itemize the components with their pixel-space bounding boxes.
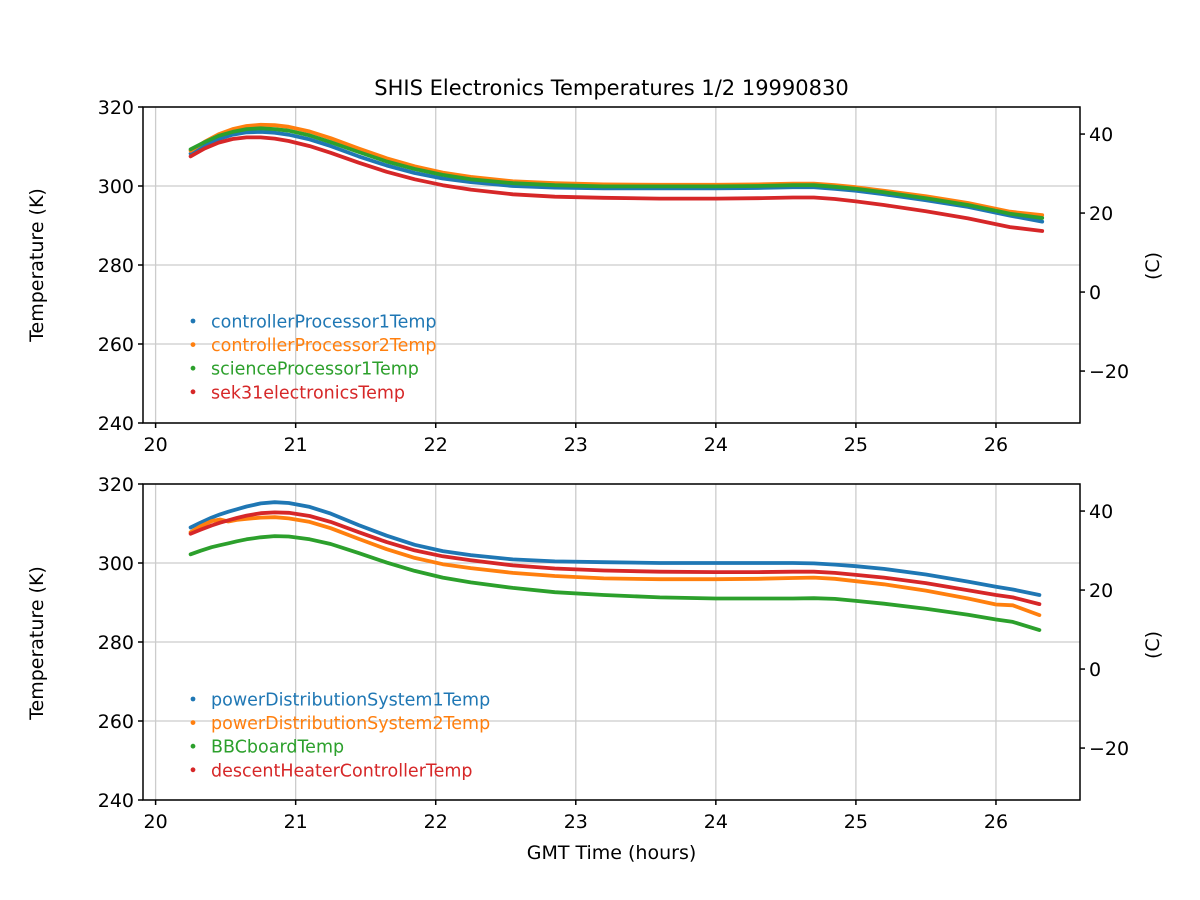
x-axis-label: GMT Time (hours) xyxy=(526,842,697,864)
y-tick-label-right: 40 xyxy=(1089,501,1113,523)
y-tick-label-left: 300 xyxy=(98,553,134,575)
y-tick-label-right: 20 xyxy=(1089,580,1113,602)
legend-label: controllerProcessor2Temp xyxy=(211,336,437,356)
legend-label: scienceProcessor1Temp xyxy=(211,360,419,380)
tick-labels: 20 21 22 23 24 25 26 240 260 280 300 320 −20 0 20 40 xyxy=(98,97,1129,456)
x-tick-label: 24 xyxy=(704,811,728,833)
subplot-bottom: 20 21 22 23 24 25 26 240 260 280 300 320 −20 0 20 40 pow… xyxy=(98,474,1129,833)
series-controllerProcessor1Temp xyxy=(188,130,1045,224)
legend-marker-dot xyxy=(190,389,196,395)
series-BBCboardTemp xyxy=(188,534,1042,632)
subplot-top: 20 21 22 23 24 25 26 240 260 280 300 320 −20 0 20 40 con… xyxy=(98,97,1129,456)
legend-marker-dot xyxy=(190,318,196,324)
legend-marker-dot xyxy=(190,365,196,371)
legend: powerDistributionSystem1Temp powerDistrib… xyxy=(190,691,490,781)
x-tick-label: 26 xyxy=(984,434,1008,456)
series-descentHeaterControllerTemp xyxy=(188,510,1042,606)
figure-title: SHIS Electronics Temperatures 1/2 199908… xyxy=(374,76,849,100)
bottom-plot-yaxis-label-right: (C) xyxy=(1142,630,1164,660)
tick-marks xyxy=(138,106,1085,428)
legend: controllerProcessor1Temp controllerProces… xyxy=(190,313,437,403)
x-tick-label: 21 xyxy=(284,434,308,456)
legend-label: powerDistributionSystem1Temp xyxy=(211,691,490,711)
y-tick-label-left: 300 xyxy=(98,176,134,198)
x-tick-label: 26 xyxy=(984,811,1008,833)
x-tick-label: 24 xyxy=(704,434,728,456)
series-sek31electronicsTemp xyxy=(188,135,1045,233)
y-tick-label-left: 320 xyxy=(98,474,134,496)
y-tick-label-right: 0 xyxy=(1089,282,1101,304)
y-tick-label-right: 0 xyxy=(1089,659,1101,681)
x-tick-label: 25 xyxy=(844,811,868,833)
x-tick-label: 21 xyxy=(284,811,308,833)
x-tick-label: 22 xyxy=(424,434,448,456)
legend-marker-dot xyxy=(190,743,196,749)
legend-marker-dot xyxy=(190,767,196,773)
y-tick-label-left: 260 xyxy=(98,334,134,356)
x-tick-label: 22 xyxy=(424,811,448,833)
series-scienceProcessor1Temp xyxy=(188,126,1045,220)
y-tick-label-right: −20 xyxy=(1089,738,1129,760)
top-plot-yaxis-label-right: (C) xyxy=(1142,251,1164,281)
legend-label: descentHeaterControllerTemp xyxy=(211,761,473,781)
x-tick-label: 23 xyxy=(564,811,588,833)
y-tick-label-left: 240 xyxy=(98,413,134,435)
y-tick-label-left: 280 xyxy=(98,632,134,654)
x-tick-label: 20 xyxy=(144,811,168,833)
y-tick-label-right: 20 xyxy=(1089,203,1113,225)
legend-label: controllerProcessor1Temp xyxy=(211,313,437,333)
tick-marks xyxy=(138,483,1085,805)
series-powerDistributionSystem2Temp xyxy=(188,515,1042,617)
tick-labels: 20 21 22 23 24 25 26 240 260 280 300 320 −20 0 20 40 xyxy=(98,474,1129,833)
x-tick-label: 23 xyxy=(564,434,588,456)
legend-label: powerDistributionSystem2Temp xyxy=(211,714,490,734)
y-tick-label-left: 280 xyxy=(98,255,134,277)
x-tick-label: 20 xyxy=(144,434,168,456)
top-plot-yaxis-label-left: Temperature (K) xyxy=(26,188,48,342)
bottom-plot-yaxis-label-left: Temperature (K) xyxy=(26,566,48,720)
y-tick-label-right: 40 xyxy=(1089,124,1113,146)
legend-label: sek31electronicsTemp xyxy=(211,383,405,403)
y-tick-label-left: 240 xyxy=(98,790,134,812)
legend-marker-dot xyxy=(190,696,196,702)
legend-label: BBCboardTemp xyxy=(211,738,344,758)
y-tick-label-right: −20 xyxy=(1089,361,1129,383)
series-powerDistributionSystem1Temp xyxy=(188,500,1042,597)
legend-marker-dot xyxy=(190,720,196,725)
x-tick-label: 25 xyxy=(844,434,868,456)
y-tick-label-left: 260 xyxy=(98,711,134,733)
legend-marker-dot xyxy=(190,342,196,347)
y-tick-label-left: 320 xyxy=(98,97,134,119)
